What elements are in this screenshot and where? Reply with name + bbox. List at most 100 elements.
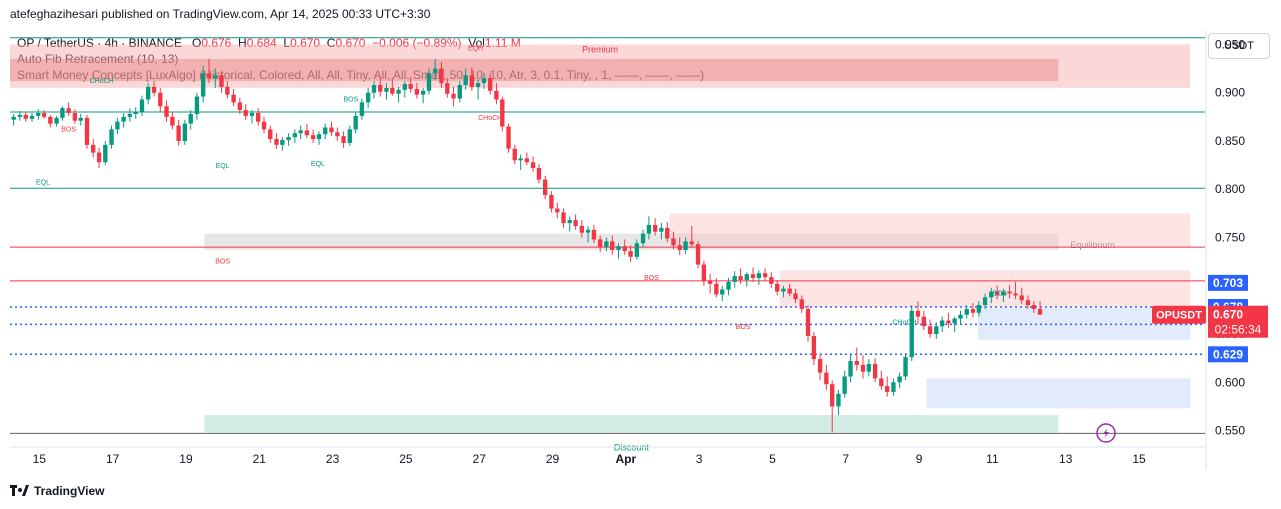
candle <box>213 68 218 88</box>
candle <box>146 83 151 105</box>
smc-annotation: BOS <box>736 324 751 331</box>
candle <box>549 191 554 213</box>
candle <box>652 218 658 236</box>
candle <box>347 125 352 146</box>
candle <box>616 243 621 259</box>
candle <box>488 73 493 95</box>
candle <box>543 175 548 199</box>
candle <box>958 310 963 325</box>
zone-label-premium: Premium <box>582 44 618 54</box>
candle <box>671 231 676 250</box>
candle <box>225 81 230 99</box>
indicator-smc[interactable]: Smart Money Concepts [LuxAlgo] (Historic… <box>17 68 705 82</box>
zone-premium <box>10 44 1191 88</box>
candle <box>494 83 499 105</box>
candle <box>176 119 181 146</box>
candle <box>591 224 597 244</box>
candle <box>23 112 28 122</box>
smc-annotation: EQL <box>216 163 230 170</box>
close-value: 0.670 <box>335 36 366 50</box>
candle <box>787 283 792 297</box>
zone-label-equilibrium: Equilibrium <box>1070 240 1115 250</box>
candle <box>689 225 694 248</box>
candle <box>481 72 487 89</box>
currency-button[interactable]: USDT <box>1208 33 1270 59</box>
candle <box>866 359 872 377</box>
x-tick-label: 27 <box>473 452 487 466</box>
x-tick-label: 3 <box>696 452 703 466</box>
candle <box>268 125 273 143</box>
candle <box>445 78 450 98</box>
candle <box>726 278 731 296</box>
candle <box>903 353 908 381</box>
change-value: −0.006 (−0.89%) <box>372 36 462 50</box>
smc-annotation: CHoCH <box>892 319 916 326</box>
candle <box>934 322 939 339</box>
candle <box>665 222 670 243</box>
candle <box>335 127 340 141</box>
candle <box>848 353 853 383</box>
svg-text:0.629: 0.629 <box>1213 347 1243 361</box>
y-tick-label: 0.750 <box>1215 231 1245 245</box>
candle <box>506 123 511 153</box>
candle <box>573 214 578 230</box>
x-tick-label: 15 <box>33 452 47 466</box>
candle <box>316 131 322 145</box>
candle <box>103 140 108 166</box>
footer-brand[interactable]: TradingView <box>10 484 104 498</box>
candle <box>530 156 536 172</box>
candle <box>1031 301 1036 313</box>
candle <box>781 285 786 298</box>
candle <box>744 272 749 287</box>
candle <box>292 129 298 143</box>
candle <box>249 110 255 124</box>
candle <box>1037 301 1043 315</box>
candle <box>1007 284 1012 299</box>
candle <box>280 137 285 151</box>
high-value: 0.684 <box>246 36 277 50</box>
candle <box>323 123 328 140</box>
candle <box>579 220 585 238</box>
candle <box>1013 281 1018 300</box>
x-tick-label: Apr <box>615 452 636 466</box>
candle <box>329 121 334 137</box>
symbol-label[interactable]: OP / TetherUS · 4h · BINANCE <box>17 36 182 50</box>
candle <box>1025 295 1031 309</box>
candle <box>604 237 609 252</box>
candle <box>1019 287 1024 305</box>
candle <box>433 58 438 81</box>
candle <box>91 139 96 158</box>
candle <box>48 114 53 128</box>
ohlc-row[interactable]: OP / TetherUS · 4h · BINANCE O0.676 H0.6… <box>17 35 704 51</box>
candle <box>286 133 291 146</box>
candle <box>909 305 914 362</box>
candle <box>29 113 35 122</box>
indicator-fib[interactable]: Auto Fib Retracement (10, 13) <box>17 52 179 66</box>
candle <box>500 96 505 132</box>
zone-premium-inner <box>10 58 1059 82</box>
lightning-icon[interactable] <box>1096 423 1116 443</box>
candle <box>402 81 407 98</box>
candle <box>842 370 847 398</box>
y-tick-label: 0.950 <box>1215 37 1245 51</box>
candle <box>457 81 462 103</box>
candle <box>298 125 303 140</box>
candle <box>952 316 957 333</box>
candle <box>54 115 59 127</box>
candle <box>610 235 615 255</box>
candle <box>989 287 994 304</box>
candle <box>243 104 248 120</box>
candle <box>310 129 316 143</box>
tradingview-logo-icon <box>10 485 29 496</box>
y-tick-label: 0.800 <box>1215 182 1245 196</box>
candle <box>408 77 413 93</box>
smc-annotation: EQH <box>468 45 483 52</box>
x-tick-label: 9 <box>916 452 923 466</box>
candle <box>469 67 475 91</box>
x-tick-label: 23 <box>326 452 340 466</box>
candle <box>41 110 47 119</box>
candle <box>182 119 188 145</box>
x-tick-label: 19 <box>179 452 193 466</box>
